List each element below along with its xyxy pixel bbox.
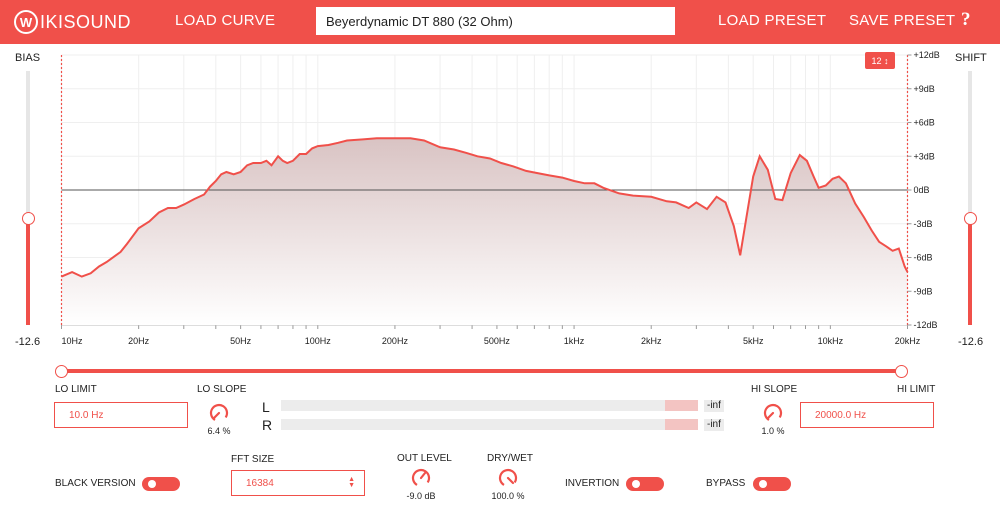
freq-tick-label: 10Hz xyxy=(62,336,84,346)
fft-resolution-select[interactable]: 12 ↕ xyxy=(865,52,895,69)
hi-slope-label: HI SLOPE xyxy=(751,384,798,395)
select-arrows-icon: ▲ ▼ xyxy=(348,476,355,489)
bias-label: BIAS xyxy=(15,52,41,64)
frequency-response-graph[interactable]: +12dB +9dB +6dB +3dB 0dB -3dB -6dB -9dB -12dB 10… xyxy=(0,44,1000,354)
logo-mark: W xyxy=(14,10,38,34)
fft-size-value: 16384 xyxy=(246,477,274,489)
load-preset-button[interactable]: LOAD PRESET xyxy=(718,12,827,29)
fft-size-select[interactable]: 16384 ▲ ▼ xyxy=(231,470,365,496)
db-tick-label: -6dB xyxy=(914,253,933,263)
freq-tick-label: 20kHz xyxy=(895,336,921,346)
meter-left-label: L xyxy=(262,399,270,415)
freq-tick-label: 50Hz xyxy=(230,336,252,346)
shift-value: -12.6 xyxy=(958,336,984,348)
response-curve-line[interactable] xyxy=(61,137,909,278)
meter-right-value: -inf xyxy=(704,419,724,431)
dry-wet-label: DRY/WET xyxy=(487,453,533,464)
headphone-model-input[interactable] xyxy=(316,7,675,35)
invertion-toggle[interactable] xyxy=(626,477,664,491)
meter-right-peak xyxy=(665,419,698,430)
hi-limit-thumb[interactable] xyxy=(895,365,908,378)
freq-tick-label: 500Hz xyxy=(484,336,511,346)
black-version-label: BLACK VERSION xyxy=(55,478,136,489)
graph-grid-major xyxy=(61,324,908,329)
load-curve-button[interactable]: LOAD CURVE xyxy=(175,12,276,29)
shift-slider-fill xyxy=(968,218,972,325)
hi-slope-knob-icon[interactable] xyxy=(762,402,784,424)
hi-limit-label: HI LIMIT xyxy=(897,384,936,395)
db-tick-label: +12dB xyxy=(914,50,940,60)
db-tick-label: +9dB xyxy=(914,84,935,94)
frequency-range-track[interactable] xyxy=(62,369,902,373)
help-icon[interactable]: ? xyxy=(961,9,971,30)
black-version-toggle[interactable] xyxy=(142,477,180,491)
db-tick-label: +3dB xyxy=(914,151,935,161)
logo: W IKISOUND xyxy=(14,9,131,35)
bypass-toggle[interactable] xyxy=(753,477,791,491)
shift-label: SHIFT xyxy=(955,52,987,64)
shift-slider-track[interactable] xyxy=(968,71,972,325)
db-axis: +12dB +9dB +6dB +3dB 0dB -3dB -6dB -9dB -12dB xyxy=(907,50,940,330)
db-tick-label: -12dB xyxy=(914,320,938,330)
meter-right-bar xyxy=(281,419,698,430)
out-level-label: OUT LEVEL xyxy=(397,453,452,464)
freq-tick-label: 5kHz xyxy=(743,336,764,346)
db-tick-label: -3dB xyxy=(914,219,933,229)
bias-slider-fill xyxy=(26,218,30,325)
shift-slider-thumb[interactable] xyxy=(963,211,977,225)
hi-limit-input[interactable]: 20000.0 Hz xyxy=(800,402,934,428)
bias-slider-track[interactable] xyxy=(26,71,30,325)
freq-tick-label: 10kHz xyxy=(818,336,844,346)
lo-slope-knob-icon[interactable] xyxy=(208,402,230,424)
response-curve-fill xyxy=(61,138,908,325)
freq-tick-label: 200Hz xyxy=(382,336,409,346)
bias-value: -12.6 xyxy=(15,336,41,348)
logo-text: IKISOUND xyxy=(40,11,132,32)
meter-right-label: R xyxy=(262,417,273,433)
fft-size-label: FFT SIZE xyxy=(231,454,275,465)
dry-wet-knob-icon[interactable] xyxy=(497,467,519,489)
meter-left-peak xyxy=(665,400,698,411)
top-bar: W IKISOUND LOAD CURVE LOAD PRESET SAVE P… xyxy=(0,0,1000,44)
invertion-label: INVERTION xyxy=(565,478,620,489)
db-tick-label: +6dB xyxy=(914,118,935,128)
freq-tick-label: 100Hz xyxy=(305,336,332,346)
lo-slope-label: LO SLOPE xyxy=(197,384,247,395)
hi-slope-value: 1.0 % xyxy=(761,426,785,436)
lo-limit-thumb[interactable] xyxy=(55,365,68,378)
lo-slope-value: 6.4 % xyxy=(207,426,231,436)
out-level-knob-icon[interactable] xyxy=(410,467,432,489)
db-tick-label: 0dB xyxy=(914,185,930,195)
out-level-value: -9.0 dB xyxy=(406,491,436,501)
lo-limit-label: LO LIMIT xyxy=(55,384,97,395)
bias-slider-thumb[interactable] xyxy=(21,211,35,225)
meter-left-value: -inf xyxy=(704,400,724,412)
freq-tick-label: 1kHz xyxy=(564,336,585,346)
save-preset-button[interactable]: SAVE PRESET xyxy=(849,12,956,29)
freq-tick-label: 20Hz xyxy=(128,336,150,346)
frequency-axis: 10Hz 20Hz 50Hz 100Hz 200Hz 500Hz 1kHz 2kHz 5kHz 1… xyxy=(62,336,921,346)
bypass-label: BYPASS xyxy=(706,478,746,489)
db-tick-label: -9dB xyxy=(914,286,933,296)
freq-tick-label: 2kHz xyxy=(641,336,662,346)
meter-left-bar xyxy=(281,400,698,411)
lo-limit-input[interactable]: 10.0 Hz xyxy=(54,402,188,428)
dry-wet-value: 100.0 % xyxy=(491,491,525,501)
